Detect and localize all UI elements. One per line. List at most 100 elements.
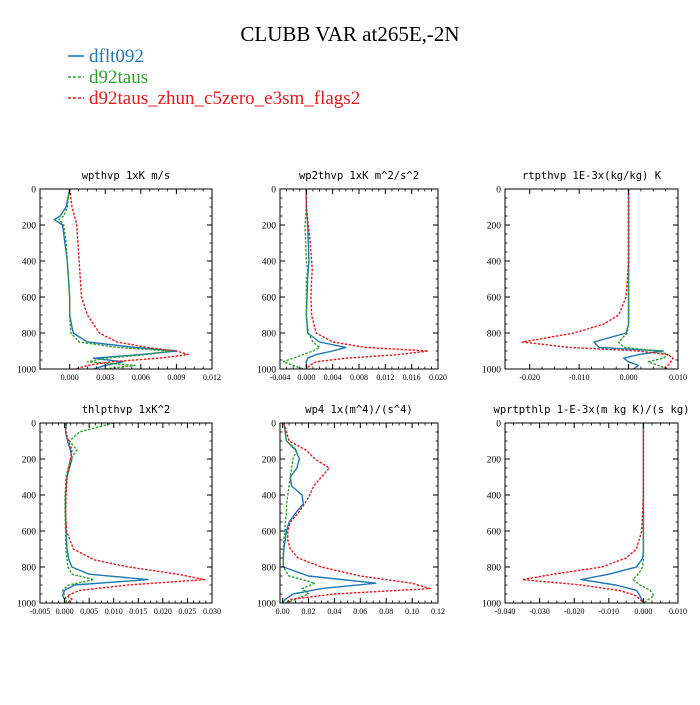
chart-panel: wp2thvp 1xK m^2/s^2 0 200 400 600 800 1000-0.0… — [257, 170, 447, 382]
series-line — [521, 423, 645, 603]
x-tick-label: 0.030 — [203, 607, 221, 616]
y-tick-label: 400 — [487, 258, 502, 268]
figure-title: CLUBB VAR at265E,-2N — [240, 22, 459, 46]
y-tick-label: 800 — [262, 564, 277, 574]
plot-frame — [39, 188, 213, 370]
y-tick-label: 400 — [487, 492, 502, 502]
chart-panel: rtpthvp 1E-3x(kg/kg) K 0 200 400 600 800 1000 -… — [482, 170, 687, 382]
x-tick-label: 0.008 — [350, 373, 368, 382]
x-tick-label: -0.005 — [30, 607, 51, 616]
x-tick-label: 0.12 — [431, 607, 445, 616]
x-tick-label: 0.012 — [376, 373, 394, 382]
series-line — [282, 423, 377, 603]
y-tick-label: 1000 — [482, 600, 501, 610]
y-tick-label: 600 — [22, 294, 37, 304]
y-tick-label: 0 — [496, 420, 501, 430]
legend: dflt092d92tausd92taus_zhun_c5zero_e3sm_f… — [68, 46, 360, 109]
series-line — [282, 423, 316, 603]
x-tick-label: 0.00 — [276, 607, 290, 616]
series-line — [305, 189, 347, 369]
x-tick-label: 0.020 — [429, 373, 447, 382]
x-tick-label: 0.04 — [327, 607, 341, 616]
series-line — [580, 423, 645, 603]
x-tick-label: 0.010 — [105, 607, 123, 616]
chart-panel: wprtpthlp 1-E-3x(m kg K)/(s kg) 0 200 400 60… — [482, 404, 689, 616]
x-tick-label: 0.003 — [96, 373, 114, 382]
x-tick-label: 0.009 — [167, 373, 185, 382]
x-tick-label: -0.040 — [495, 607, 516, 616]
panel-title: thlpthvp 1xK^2 — [82, 404, 171, 416]
y-tick-label: 200 — [22, 456, 37, 466]
y-tick-label: 1000 — [257, 366, 276, 376]
x-tick-label: 0.02 — [301, 607, 315, 616]
panel-title: wpthvp 1xK m/s — [82, 170, 171, 182]
y-tick-label: 0 — [271, 186, 276, 196]
plot-frame — [504, 422, 679, 604]
y-tick-label: 1000 — [17, 366, 36, 376]
x-tick-label: -0.030 — [529, 607, 550, 616]
series-line — [282, 189, 321, 369]
panel-title: rtpthvp 1E-3x(kg/kg) K — [522, 170, 662, 182]
y-tick-label: 800 — [262, 330, 277, 340]
legend-label: d92taus — [89, 67, 148, 88]
y-tick-label: 600 — [487, 294, 502, 304]
chart-panel: thlpthvp 1xK^2 0 200 400 600 800 1000-0.005 0.0… — [17, 404, 221, 616]
y-tick-label: 1000 — [257, 600, 276, 610]
x-tick-label: -0.020 — [519, 373, 540, 382]
y-tick-label: 1000 — [482, 366, 501, 376]
y-tick-label: 800 — [487, 330, 502, 340]
plot-frame — [504, 188, 679, 370]
x-tick-label: 0.015 — [129, 607, 147, 616]
x-tick-label: 0.010 — [669, 607, 687, 616]
y-tick-label: 200 — [487, 456, 502, 466]
y-tick-label: 0 — [31, 420, 36, 430]
y-tick-label: 800 — [22, 330, 37, 340]
y-tick-label: 1000 — [17, 600, 36, 610]
x-tick-label: 0.08 — [379, 607, 393, 616]
x-tick-label: 0.010 — [669, 373, 687, 382]
y-tick-label: 800 — [487, 564, 502, 574]
y-tick-label: 600 — [487, 528, 502, 538]
x-tick-label: 0.012 — [203, 373, 221, 382]
series-line — [305, 189, 429, 369]
series-line — [64, 423, 206, 603]
panel-title: wp4 1x(m^4)/(s^4) — [305, 404, 412, 416]
x-tick-label: 0.000 — [634, 607, 652, 616]
x-tick-label: 0.006 — [132, 373, 150, 382]
x-tick-label: 0.000 — [61, 373, 79, 382]
x-tick-label: -0.004 — [270, 373, 291, 382]
x-tick-label: 0.016 — [403, 373, 421, 382]
y-tick-label: 200 — [487, 222, 502, 232]
y-tick-label: 400 — [22, 492, 37, 502]
y-tick-label: 0 — [31, 186, 36, 196]
legend-label: dflt092 — [89, 46, 144, 67]
y-tick-label: 200 — [22, 222, 37, 232]
x-tick-label: 0.000 — [297, 373, 315, 382]
x-tick-label: -0.010 — [569, 373, 590, 382]
x-tick-label: -0.020 — [564, 607, 585, 616]
series-line — [53, 189, 178, 369]
y-tick-label: 600 — [262, 528, 277, 538]
series-line — [58, 189, 172, 369]
y-tick-label: 800 — [22, 564, 37, 574]
y-tick-label: 0 — [271, 420, 276, 430]
panel-title: wp2thvp 1xK m^2/s^2 — [299, 170, 419, 182]
x-tick-label: 0.000 — [56, 607, 74, 616]
panel-title: wprtpthlp 1-E-3x(m kg K)/(s kg) — [494, 404, 690, 416]
y-tick-label: 200 — [262, 222, 277, 232]
x-tick-label: 0.10 — [405, 607, 419, 616]
y-tick-label: 400 — [262, 258, 277, 268]
y-tick-label: 600 — [22, 528, 37, 538]
x-tick-label: 0.06 — [353, 607, 367, 616]
series-line — [61, 423, 149, 603]
x-tick-label: -0.010 — [598, 607, 619, 616]
x-tick-label: 0.025 — [178, 607, 196, 616]
legend-label: d92taus_zhun_c5zero_e3sm_flags2 — [89, 88, 360, 109]
x-tick-label: 0.004 — [324, 373, 342, 382]
x-tick-label: 0.020 — [154, 607, 172, 616]
plot-frame — [279, 188, 439, 370]
